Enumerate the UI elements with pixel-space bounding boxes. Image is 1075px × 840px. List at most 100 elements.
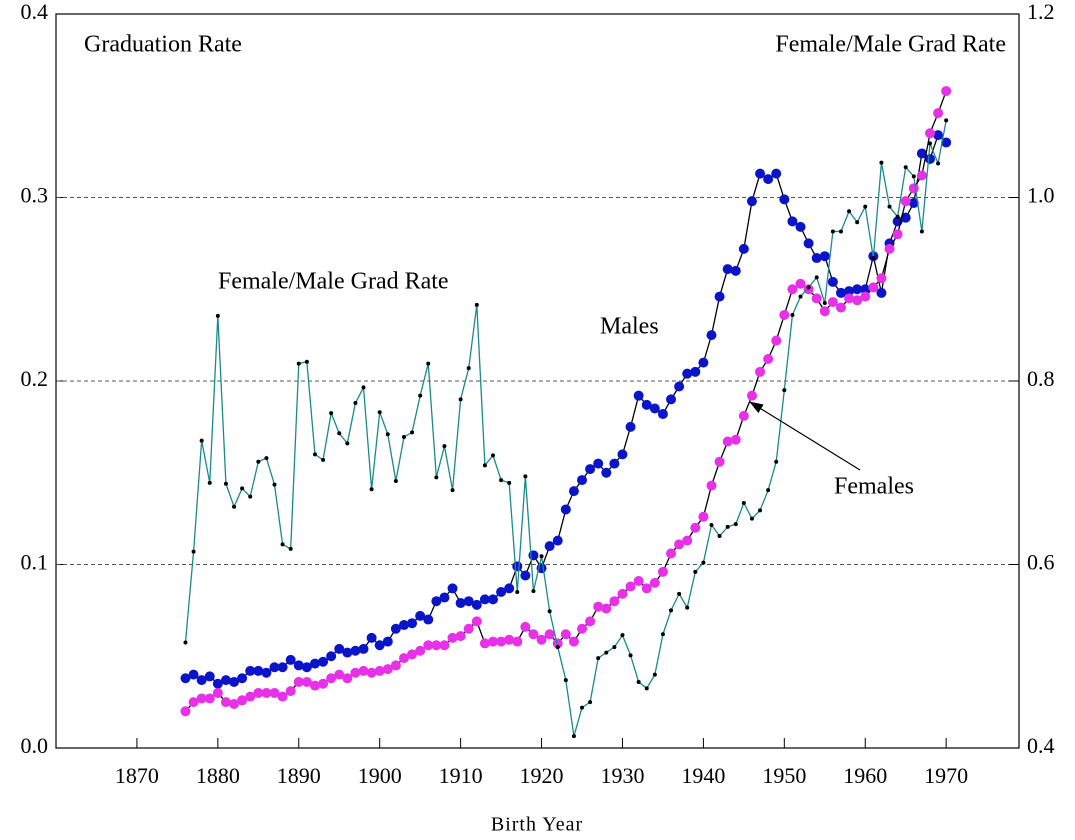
point <box>245 665 256 676</box>
point <box>398 620 409 631</box>
x-tick-label: 1870 <box>115 763 159 788</box>
x-tick-label: 1930 <box>600 763 644 788</box>
point-small <box>652 672 657 677</box>
point <box>674 539 685 550</box>
point <box>512 561 523 572</box>
point <box>924 128 935 139</box>
point <box>690 522 701 533</box>
x-tick-label: 1910 <box>439 763 483 788</box>
point <box>657 409 668 420</box>
point <box>447 583 458 594</box>
point <box>560 504 571 515</box>
point <box>698 357 709 368</box>
point-small <box>685 605 690 610</box>
point <box>350 645 361 656</box>
point <box>398 653 409 664</box>
point <box>439 592 450 603</box>
point <box>908 198 919 209</box>
point-small <box>272 482 277 487</box>
point <box>844 286 855 297</box>
point-small <box>240 486 245 491</box>
point <box>293 676 304 687</box>
point <box>779 309 790 320</box>
point-small <box>515 590 520 595</box>
point-small <box>628 653 633 658</box>
point-small <box>911 174 916 179</box>
point <box>342 673 353 684</box>
point <box>746 196 757 207</box>
point <box>771 335 782 346</box>
point <box>860 284 871 295</box>
x-tick-label: 1880 <box>196 763 240 788</box>
point <box>609 458 620 469</box>
x-axis-label: Birth Year <box>491 814 583 836</box>
point <box>852 295 863 306</box>
point <box>358 643 369 654</box>
point <box>657 566 668 577</box>
point-small <box>936 161 941 166</box>
point-small <box>215 313 220 318</box>
point <box>536 634 547 645</box>
point <box>415 610 426 621</box>
point <box>261 667 272 678</box>
point <box>585 464 596 475</box>
point <box>552 638 563 649</box>
series-line <box>184 120 947 737</box>
point <box>682 368 693 379</box>
point <box>609 596 620 607</box>
point <box>568 636 579 647</box>
point <box>366 632 377 643</box>
point <box>334 643 345 654</box>
point <box>504 634 515 645</box>
point <box>528 550 539 561</box>
point-small <box>329 411 334 416</box>
point <box>293 660 304 671</box>
point-small <box>847 209 852 214</box>
point <box>285 654 296 665</box>
point-small <box>458 397 463 402</box>
point <box>423 640 434 651</box>
point-small <box>855 220 860 225</box>
point <box>763 353 774 364</box>
point-small <box>660 632 665 637</box>
point <box>827 276 838 287</box>
point-small <box>774 459 779 464</box>
point <box>827 297 838 308</box>
point <box>933 108 944 119</box>
point <box>916 170 927 181</box>
annotation: Female/Male Grad Rate <box>218 269 449 295</box>
point-small <box>798 294 803 299</box>
point <box>771 168 782 179</box>
point <box>852 284 863 295</box>
x-tick-label: 1970 <box>924 763 968 788</box>
point <box>795 221 806 232</box>
point-small <box>426 361 431 366</box>
point <box>423 614 434 625</box>
plot-frame <box>55 13 1020 749</box>
point-small <box>555 645 560 650</box>
point <box>593 458 604 469</box>
point-small <box>895 214 900 219</box>
plot <box>180 86 952 739</box>
point-small <box>733 522 738 527</box>
annotation: Females <box>834 474 914 500</box>
point-small <box>758 508 763 513</box>
point <box>496 636 507 647</box>
point <box>568 486 579 497</box>
point <box>633 576 644 587</box>
point-small <box>418 393 423 398</box>
y2-tick-label: 0.4 <box>1027 733 1055 758</box>
point-small <box>280 542 285 547</box>
point-small <box>790 312 795 317</box>
point <box>941 86 952 97</box>
point <box>196 693 207 704</box>
point-small <box>401 434 406 439</box>
point <box>512 636 523 647</box>
point-small <box>644 686 649 691</box>
point <box>916 148 927 159</box>
point <box>301 662 312 673</box>
point <box>431 596 442 607</box>
point <box>674 381 685 392</box>
point-small <box>669 608 674 613</box>
point <box>188 669 199 680</box>
